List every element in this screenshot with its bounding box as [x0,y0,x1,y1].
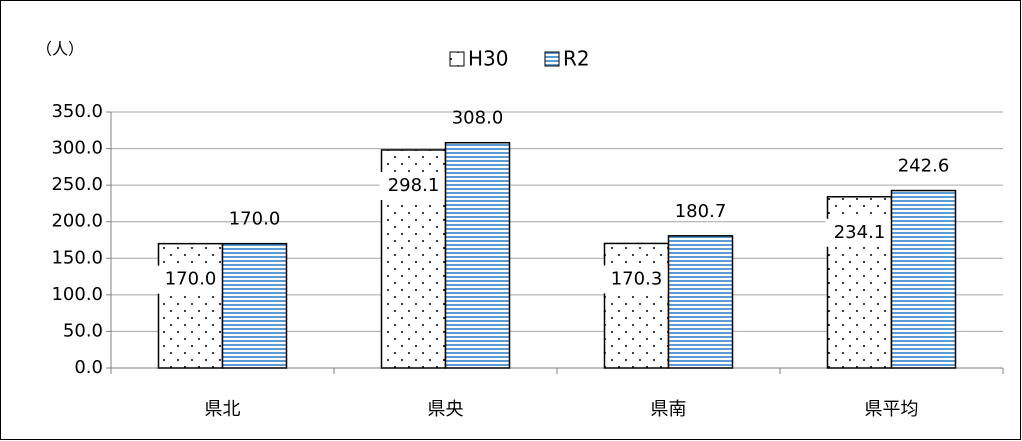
y-tick-label: 100.0 [51,284,103,305]
x-tick-label: 県央 [428,399,464,420]
legend-marker [544,51,560,67]
data-label: 308.0 [452,108,504,129]
y-tick-label: 300.0 [51,138,103,159]
data-label: 170.0 [229,209,281,230]
legend-marker [449,51,465,67]
bar [603,242,670,369]
y-tick-label: 250.0 [51,174,103,195]
bar [667,235,734,369]
bar [890,189,957,369]
y-tick-label: 200.0 [51,211,103,232]
data-label: 180.7 [675,201,727,222]
data-label-bg [156,265,225,294]
x-tick-label: 県平均 [865,399,919,420]
data-label-bg [825,218,894,247]
y-tick-label: 50.0 [63,320,103,341]
data-label-bg [379,171,448,200]
bar [221,242,288,369]
legend-label: H30 [468,47,509,71]
y-tick-label: 150.0 [51,247,103,268]
legend-label: R2 [563,47,590,71]
y-tick-label: 350.0 [51,101,103,122]
bar [157,242,224,369]
data-label: 170.3 [611,268,663,289]
bar [444,141,511,369]
data-label: 242.6 [898,156,950,177]
data-label: 234.1 [834,222,886,243]
unit-label: （人） [36,40,84,59]
data-label: 170.0 [165,269,217,290]
data-label: 298.1 [388,175,440,196]
y-tick-label: 0.0 [74,357,103,378]
data-label-bg [602,265,671,294]
x-tick-label: 県北 [205,399,241,420]
x-tick-label: 県南 [651,399,687,420]
